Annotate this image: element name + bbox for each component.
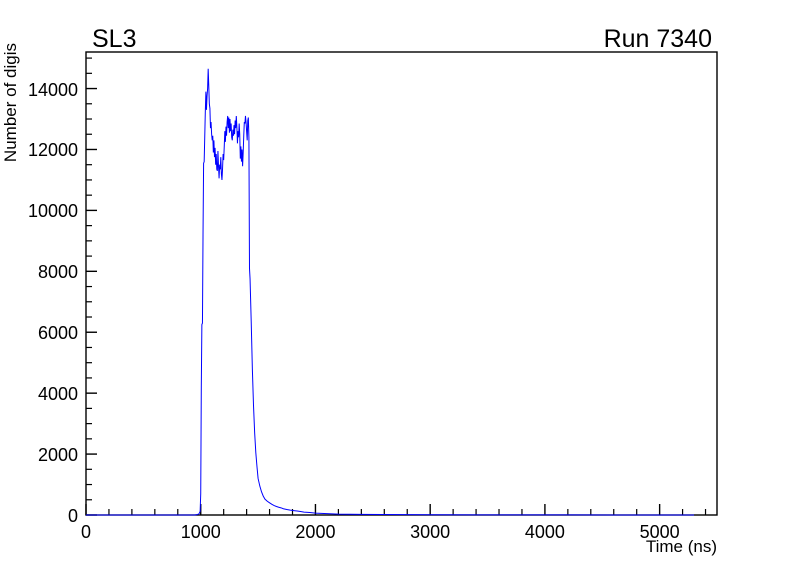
y-tick-label: 12000 xyxy=(27,140,78,161)
y-tick-label: 0 xyxy=(67,506,78,526)
x-tick-label: 2000 xyxy=(295,522,336,542)
plot-title-left: SL3 xyxy=(92,25,137,53)
x-tick-label: 4000 xyxy=(524,522,565,542)
y-tick-label: 4000 xyxy=(37,384,78,405)
y-tick-label: 6000 xyxy=(37,323,78,344)
y-tick-label: 8000 xyxy=(37,262,78,283)
y-tick-label: 2000 xyxy=(37,445,78,466)
histogram-series xyxy=(86,68,695,516)
x-axis-title: Time (ns) xyxy=(645,537,717,556)
x-tick-label: 0 xyxy=(80,522,91,542)
x-tick-label: 5000 xyxy=(639,522,680,542)
axis-ticks xyxy=(85,57,707,516)
x-tick-label: 1000 xyxy=(180,522,221,542)
plot-title-right: Run 7340 xyxy=(603,25,712,53)
x-tick-label: 3000 xyxy=(410,522,451,542)
y-tick-label: 14000 xyxy=(27,79,78,100)
y-tick-label: 10000 xyxy=(27,201,78,222)
